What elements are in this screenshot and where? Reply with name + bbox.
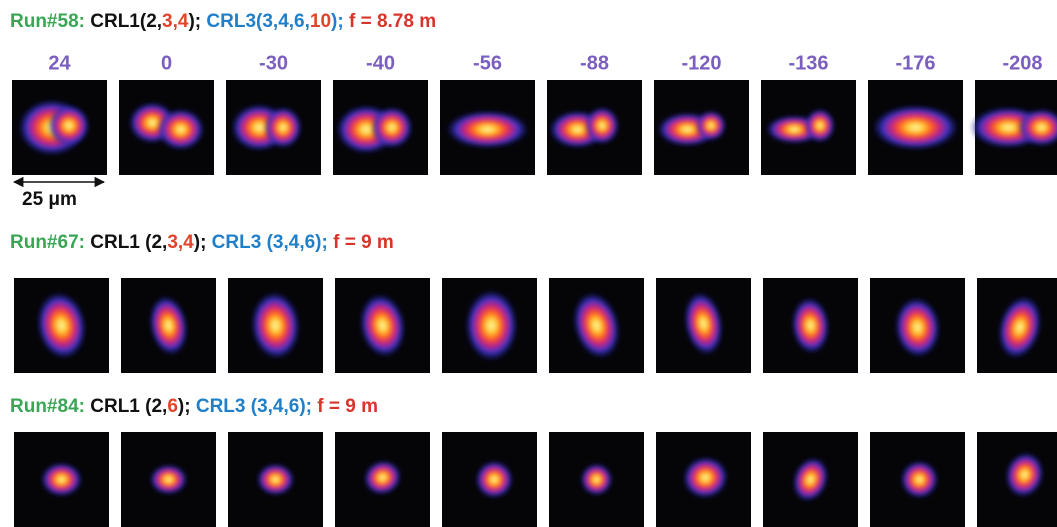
- beam-spot: [446, 110, 530, 148]
- title-segment: 3,4: [167, 232, 194, 253]
- beam-spot: [157, 108, 205, 150]
- beam-image: [442, 432, 537, 527]
- title-segment: CRL3(3,4,6,: [201, 11, 310, 32]
- beam-spot: [257, 463, 295, 495]
- title-segment: CRL3 (3,4,6);: [206, 232, 327, 253]
- title-segment: Run#67:: [10, 232, 85, 253]
- beam-spot: [872, 105, 959, 151]
- beam-image: [333, 80, 428, 175]
- beam-image: [970, 80, 1057, 175]
- column-label: -56: [473, 52, 502, 74]
- title-segment: CRL1 (2,: [85, 396, 167, 417]
- column-label: 0: [161, 52, 172, 74]
- column-label: -208: [1002, 52, 1042, 74]
- beam-image: [656, 278, 751, 373]
- title-segment: f = 9 m: [312, 396, 378, 417]
- beam-spot: [150, 464, 188, 494]
- beam-image: [549, 278, 644, 373]
- beam-spot: [264, 107, 302, 149]
- beam-image: [119, 80, 214, 175]
- beam-image: [12, 80, 107, 175]
- title-segment: CRL1 (2,: [85, 232, 167, 253]
- beam-image: [763, 432, 858, 527]
- beam-spot: [475, 461, 513, 499]
- beam-image: [228, 432, 323, 527]
- beam-image: [977, 432, 1057, 527]
- beam-image: [547, 80, 642, 175]
- title-segment: f = 8.78 m: [344, 11, 436, 32]
- beam-image: [335, 278, 430, 373]
- beam-image: [761, 80, 856, 175]
- title-segment: );: [194, 232, 207, 253]
- beam-spot: [805, 109, 835, 143]
- row-title: Run#84: CRL1 (2,6); CRL3 (3,4,6); f = 9 …: [10, 396, 378, 417]
- beam-image: [226, 80, 321, 175]
- beam-image: [121, 278, 216, 373]
- title-segment: Run#84:: [10, 396, 85, 417]
- column-label: -136: [788, 52, 828, 74]
- beam-image: [549, 432, 644, 527]
- beam-spot: [48, 105, 90, 147]
- title-segment: CRL1(2,: [85, 11, 162, 32]
- row-title: Run#67: CRL1 (2,3,4); CRL3 (3,4,6); f = …: [10, 232, 394, 253]
- beam-image: [440, 80, 535, 175]
- beam-image: [228, 278, 323, 373]
- beam-image: [870, 278, 965, 373]
- title-segment: );: [188, 11, 201, 32]
- beam-image: [335, 432, 430, 527]
- beam-image: [977, 278, 1057, 373]
- title-segment: CRL3 (3,4,6);: [191, 396, 312, 417]
- beam-image: [763, 278, 858, 373]
- title-segment: f = 9 m: [328, 232, 394, 253]
- beam-spot: [371, 107, 413, 149]
- beam-spot: [585, 107, 619, 145]
- column-label: 24: [48, 52, 71, 74]
- title-segment: );: [331, 11, 344, 32]
- title-segment: 6: [167, 396, 178, 417]
- beam-spot: [465, 289, 518, 361]
- title-segment: Run#58:: [10, 11, 85, 32]
- column-label: -40: [366, 52, 395, 74]
- beam-spot: [41, 462, 83, 496]
- beam-image: [868, 80, 963, 175]
- beam-image: [14, 432, 109, 527]
- beam-spot: [580, 463, 612, 495]
- row-title: Run#58: CRL1(2,3,4); CRL3(3,4,6,10); f =…: [10, 11, 436, 32]
- column-label: -30: [259, 52, 288, 74]
- column-label: -120: [681, 52, 721, 74]
- beam-image: [121, 432, 216, 527]
- title-segment: 3,4: [162, 11, 189, 32]
- title-segment: );: [178, 396, 191, 417]
- figure: 25 μm 24 0 -30 -40 -56 -88 -120 -136 -176 -208 Run…: [0, 0, 1057, 527]
- beam-image: [870, 432, 965, 527]
- column-label: -176: [895, 52, 935, 74]
- title-segment: 10: [310, 11, 331, 32]
- column-label: -88: [580, 52, 609, 74]
- beam-spot: [900, 461, 938, 499]
- beam-image: [14, 278, 109, 373]
- beam-image: [654, 80, 749, 175]
- beam-image: [442, 278, 537, 373]
- scale-label: 25 μm: [22, 189, 77, 210]
- beam-spot: [696, 110, 726, 140]
- beam-image: [656, 432, 751, 527]
